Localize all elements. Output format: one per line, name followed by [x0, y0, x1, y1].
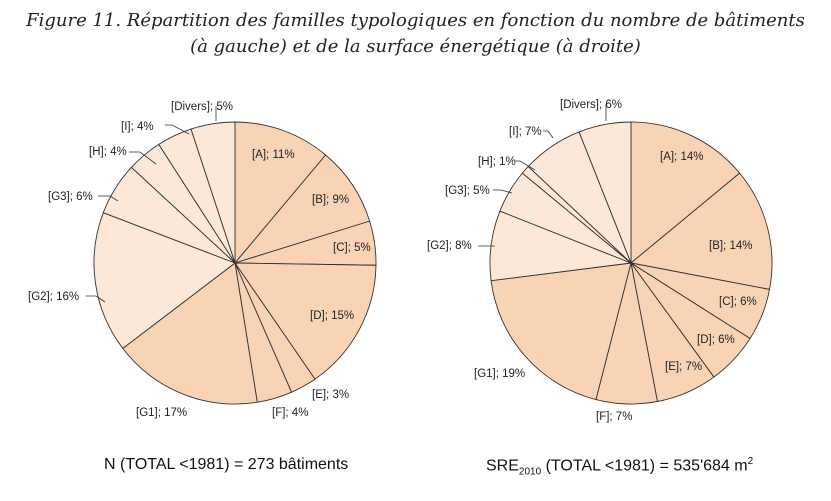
slice-label-g1: [G1]; 17% [136, 407, 187, 419]
leader-line-g2 [86, 295, 106, 303]
pie-slice-b [629, 172, 773, 290]
leader-line-g3 [98, 195, 119, 202]
slice-label-divers: [Divers]; 5% [171, 101, 233, 113]
slice-label-c: [C]; 6% [719, 296, 757, 308]
figure-title-line1: Figure 11. Répartition des familles typo… [26, 10, 805, 31]
pie-slice-g1 [490, 262, 632, 401]
slice-label-i: [I]; 4% [121, 121, 154, 133]
pie-slice-g1 [122, 262, 258, 405]
pie-slice-divers [190, 121, 236, 264]
pie-slice-b [233, 154, 371, 264]
slice-label-e: [E]; 7% [665, 361, 702, 373]
slice-label-g3: [G3]; 5% [445, 185, 490, 197]
pie-slice-a [630, 121, 741, 264]
slice-label-f: [F]; 7% [596, 411, 632, 423]
slice-label-d: [D]; 15% [310, 310, 354, 322]
slice-label-g2: [G2]; 16% [28, 291, 79, 303]
slice-label-a: [A]; 11% [252, 149, 295, 161]
slice-label-e: [E]; 3% [312, 389, 349, 401]
slice-label-g1: [G1]; 19% [474, 368, 525, 380]
pie-chart-buildings: [A]; 11% [B]; 9% [C]; 5% [D]; 15% [E]; 3% [F]… [28, 101, 377, 419]
slice-label-d: [D]; 6% [697, 334, 735, 346]
pie-slice-a [234, 121, 327, 265]
slice-label-g2: [G2]; 8% [427, 240, 472, 252]
slice-label-i: [I]; 7% [509, 126, 542, 138]
slice-label-f: [F]; 4% [272, 407, 308, 419]
caption-right-prefix: SRE [486, 457, 519, 475]
leader-line-h [515, 160, 536, 171]
slice-label-b: [B]; 9% [312, 194, 349, 206]
slice-label-b: [B]; 14% [709, 240, 752, 252]
slice-label-divers: [Divers]; 6% [560, 99, 622, 111]
caption-right-sup: 2 [747, 456, 754, 467]
caption-right: SRE2010 (TOTAL <1981) = 535'684 m2 [486, 456, 753, 478]
slice-label-h: [H]; 1% [478, 156, 516, 168]
caption-left: N (TOTAL <1981) = 273 bâtiments [104, 456, 349, 473]
slice-label-a: [A]; 14% [660, 151, 703, 163]
pie-slice-divers [578, 121, 632, 264]
pie-chart-energy-surface: [A]; 14% [B]; 14% [C]; 6% [D]; 6% [E]; 7% [F]… [427, 99, 773, 423]
leader-line-g3 [493, 189, 513, 194]
pie-slice-g2 [93, 212, 236, 350]
leader-line-i [543, 130, 554, 139]
leader-line-i [165, 124, 190, 135]
slice-label-c: [C]; 5% [333, 242, 371, 254]
caption-right-sub: 2010 [518, 466, 542, 478]
slice-label-g3: [G3]; 6% [48, 191, 93, 203]
figure-title-line2: (à gauche) et de la surface énergétique … [190, 36, 641, 57]
figure-title: Figure 11. Répartition des familles typo… [0, 8, 831, 60]
caption-right-rest: (TOTAL <1981) = 535'684 m [541, 457, 748, 475]
slice-label-h: [H]; 4% [89, 146, 127, 158]
pie-slice-d [234, 262, 377, 380]
leader-line-h [129, 151, 157, 165]
